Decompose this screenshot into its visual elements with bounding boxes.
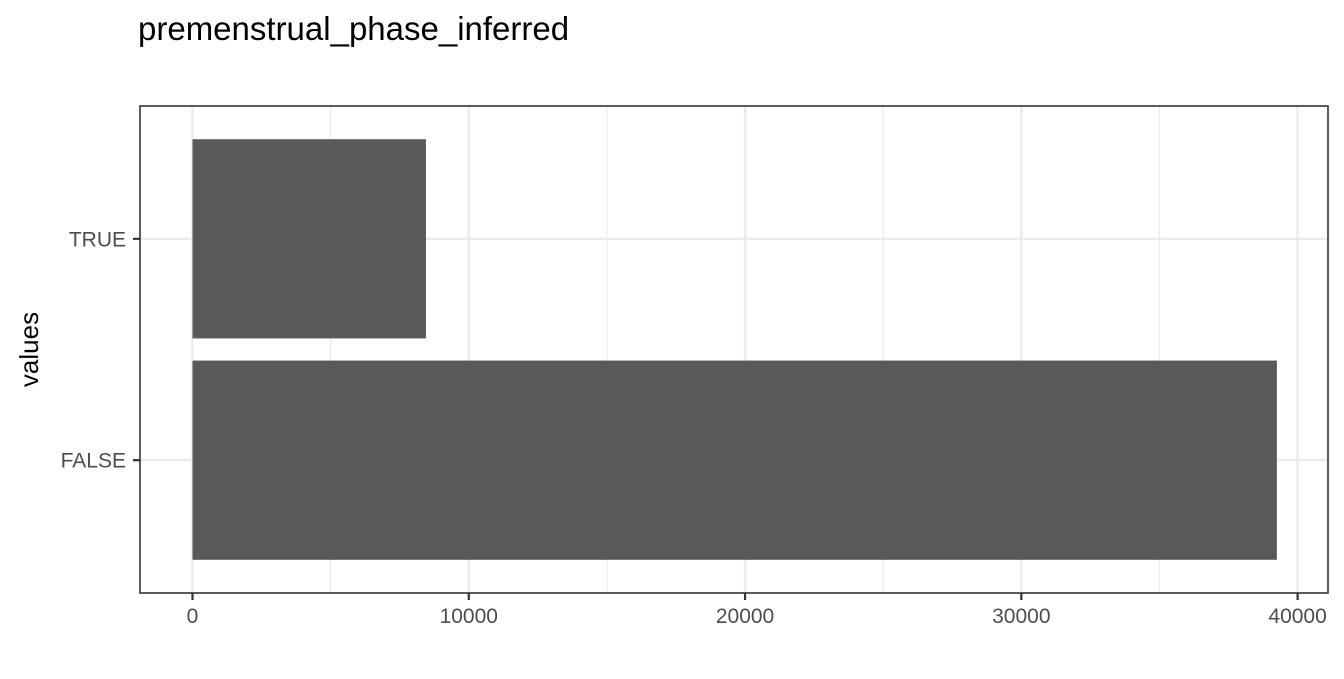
chart-title: premenstrual_phase_inferred <box>138 10 569 47</box>
x-tick-label: 0 <box>187 605 199 628</box>
x-tick-label: 10000 <box>440 605 498 628</box>
y-axis-title: values <box>14 312 44 387</box>
x-tick-label: 40000 <box>1268 605 1326 628</box>
y-tick-label: FALSE <box>61 450 126 473</box>
panel-border <box>139 105 1329 594</box>
y-tick-label: TRUE <box>69 228 126 251</box>
x-axis: 0 10000 20000 30000 40000 <box>187 593 1327 628</box>
x-tick-label: 20000 <box>716 605 774 628</box>
x-tick-label: 30000 <box>992 605 1050 628</box>
bars <box>192 139 1277 560</box>
y-axis: FALSE TRUE <box>61 228 140 473</box>
bar-false <box>192 360 1277 560</box>
bar-true <box>192 139 426 339</box>
